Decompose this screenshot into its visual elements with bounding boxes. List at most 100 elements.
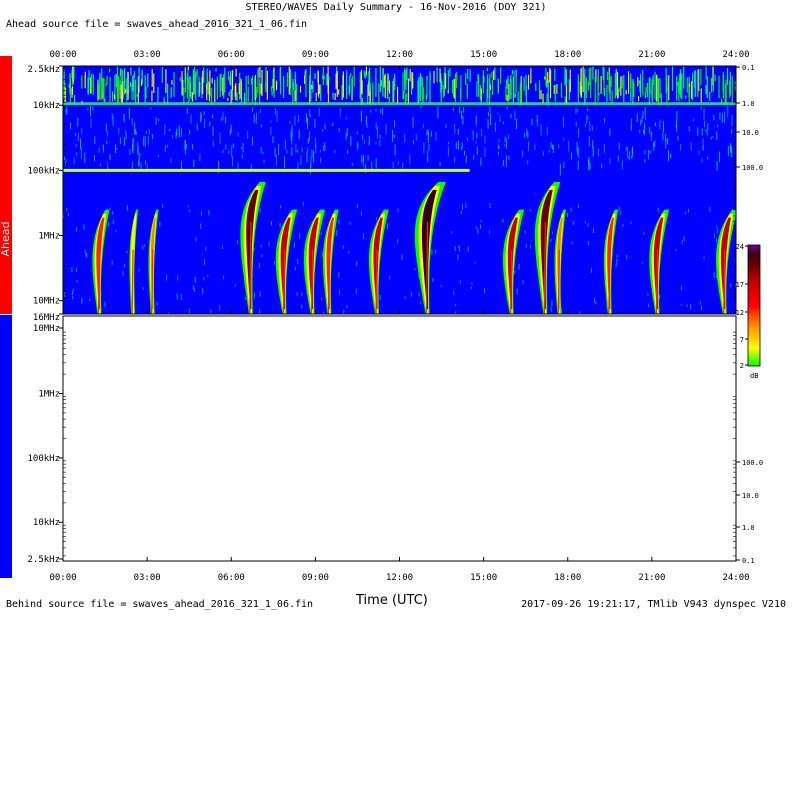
noise-speck	[550, 238, 552, 242]
noise-streak	[364, 164, 366, 173]
radio-burst	[129, 209, 139, 314]
noise-streak	[591, 125, 593, 131]
noise-streak	[362, 154, 364, 162]
noise-streak	[215, 68, 217, 72]
noise-streak	[71, 85, 74, 95]
noise-speck	[280, 205, 282, 209]
noise-streak	[255, 117, 257, 125]
noise-streak	[498, 151, 500, 155]
noise-streak	[209, 70, 211, 97]
noise-streak	[155, 117, 157, 125]
noise-streak	[311, 85, 313, 90]
noise-streak	[69, 75, 71, 104]
noise-streak	[300, 158, 302, 165]
ahead-source-file: Ahead source file = swaves_ahead_2016_32…	[6, 19, 308, 30]
noise-speck	[615, 263, 617, 268]
noise-streak	[685, 95, 687, 99]
noise-streak	[199, 153, 201, 162]
noise-streak	[289, 68, 292, 89]
noise-streak	[497, 143, 499, 149]
noise-streak	[644, 150, 646, 155]
noise-speck	[626, 254, 628, 260]
noise-speck	[561, 308, 563, 314]
noise-streak	[324, 124, 326, 130]
noise-speck	[514, 270, 516, 274]
noise-speck	[207, 274, 209, 277]
noise-streak	[167, 83, 169, 105]
noise-speck	[236, 240, 238, 245]
noise-speck	[321, 251, 323, 257]
noise-streak	[651, 83, 653, 103]
ahead-freq-label: 100kHz	[27, 166, 60, 176]
noise-speck	[221, 245, 223, 249]
noise-streak	[564, 66, 566, 86]
noise-streak	[65, 109, 67, 113]
noise-streak	[131, 118, 133, 126]
burst-tail	[425, 221, 429, 314]
noise-streak	[81, 128, 83, 135]
time-label-top: 00:00	[49, 50, 76, 60]
noise-streak	[187, 100, 189, 104]
radio-bursts	[92, 181, 736, 314]
noise-streak	[584, 75, 586, 105]
noise-streak	[171, 80, 173, 85]
noise-streak	[456, 71, 458, 89]
noise-streak	[305, 68, 307, 98]
noise-speck	[202, 288, 204, 294]
noise-streak	[705, 66, 707, 80]
noise-streak	[498, 146, 500, 150]
noise-streak	[347, 149, 349, 154]
noise-speck	[223, 275, 225, 280]
noise-streak	[417, 80, 419, 104]
noise-streak	[644, 123, 646, 135]
noise-streak	[563, 137, 565, 141]
noise-streak	[260, 124, 262, 128]
noise-speck	[126, 205, 128, 211]
noise-speck	[259, 208, 261, 214]
radio-burst	[502, 209, 525, 314]
noise-streak	[531, 118, 533, 126]
noise-streak	[630, 118, 632, 128]
noise-streak	[270, 126, 272, 136]
noise-streak	[204, 118, 206, 129]
burst-core	[280, 217, 291, 309]
noise-streak	[84, 76, 86, 89]
noise-speck	[516, 288, 518, 295]
noise-streak	[251, 75, 254, 103]
noise-streak	[84, 71, 86, 78]
noise-streak	[375, 68, 377, 97]
noise-speck	[699, 301, 701, 305]
noise-streak	[368, 136, 370, 146]
noise-streak	[499, 115, 501, 122]
ahead-right-label: 1.0	[742, 100, 755, 108]
noise-speck	[410, 291, 412, 297]
noise-streak	[628, 156, 630, 159]
noise-streak	[690, 142, 692, 151]
noise-streak	[318, 108, 320, 116]
noise-speck	[475, 226, 477, 229]
noise-speck	[245, 296, 247, 300]
noise-streak	[260, 83, 262, 95]
noise-speck	[180, 294, 182, 301]
noise-streak	[366, 115, 368, 125]
noise-streak	[324, 142, 326, 152]
noise-streak	[542, 93, 544, 104]
noise-streak	[384, 73, 386, 99]
noise-speck	[363, 233, 365, 240]
noise-streak	[318, 84, 321, 94]
noise-streak	[706, 76, 708, 99]
noise-streak	[657, 78, 659, 106]
noise-speck	[616, 258, 618, 265]
noise-streak	[77, 132, 79, 142]
noise-streak	[196, 123, 198, 131]
noise-streak	[334, 150, 336, 153]
noise-streak	[515, 69, 517, 77]
noise-streak	[701, 128, 703, 136]
noise-streak	[272, 78, 274, 89]
noise-speck	[343, 309, 345, 314]
noise-streak	[412, 117, 414, 128]
noise-streak	[251, 78, 253, 85]
noise-speck	[675, 248, 677, 251]
noise-streak	[584, 124, 586, 127]
noise-streak	[315, 144, 317, 154]
